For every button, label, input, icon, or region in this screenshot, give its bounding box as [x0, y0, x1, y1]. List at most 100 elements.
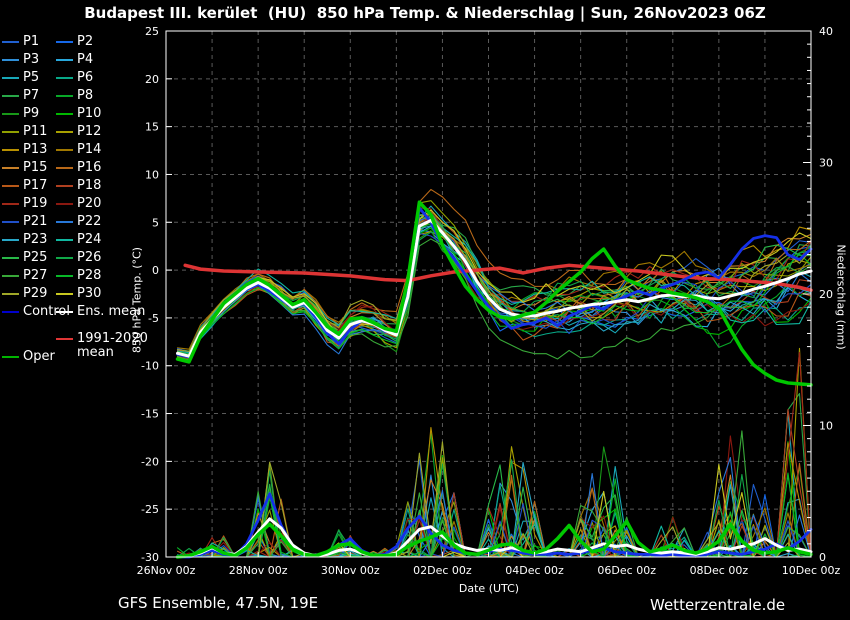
x-tick-label: 10Dec 00z [782, 564, 841, 577]
x-tick-label: 26Nov 00z [137, 564, 196, 577]
x-tick-label: 04Dec 00z [505, 564, 564, 577]
legend-swatch-p14 [56, 149, 73, 151]
legend-label-p3: P3 [23, 52, 40, 67]
legend-label-p28: P28 [77, 268, 102, 283]
legend-label-p22: P22 [77, 214, 102, 229]
legend-label-p18: P18 [77, 178, 102, 193]
legend-swatch-p22 [56, 221, 73, 223]
page-title: Budapest III. kerület (HU) 850 hPa Temp.… [84, 4, 766, 22]
legend-item-p11: P11 [2, 125, 47, 139]
legend-label-p5: P5 [23, 70, 40, 85]
legend-label-p14: P14 [77, 142, 102, 157]
legend-swatch-p2 [56, 41, 73, 43]
site-credit: Wetterzentrale.de [650, 596, 786, 614]
legend-item-p2: P2 [56, 35, 93, 49]
right-tick-label: 20 [819, 288, 833, 301]
highlight-lines [175, 200, 813, 559]
legend-swatch-p25 [2, 257, 19, 259]
legend-item-p9: P9 [2, 107, 39, 121]
legend-label-p2: P2 [77, 34, 94, 49]
oper-temp-line [175, 200, 813, 387]
left-tick-label: 5 [152, 216, 159, 229]
left-tick-label: 0 [152, 264, 159, 277]
legend-swatch-p21 [2, 221, 19, 223]
legend-label-p4: P4 [77, 52, 94, 67]
right-tick-label: 10 [819, 420, 833, 433]
legend-item-p12: P12 [56, 125, 101, 139]
legend-item-p1: P1 [2, 35, 39, 49]
member-temp-28 [176, 223, 812, 363]
legend-item-p10: P10 [56, 107, 101, 121]
legend-label-p23: P23 [23, 232, 48, 247]
legend-item-p16: P16 [56, 161, 101, 175]
legend-swatch-p12 [56, 131, 73, 133]
climate-mean-temp-line [183, 263, 813, 292]
legend-item-p7: P7 [2, 89, 39, 103]
legend-swatch-oper [2, 356, 19, 358]
legend-item-p4: P4 [56, 53, 93, 67]
legend-item-p26: P26 [56, 251, 101, 265]
legend-label-ens-mean: Ens. mean [77, 304, 146, 319]
left-tick-label: -20 [141, 455, 159, 468]
member-temp-15 [176, 216, 812, 354]
legend-label-p8: P8 [77, 88, 94, 103]
legend-label-p13: P13 [23, 142, 48, 157]
x-tick-label: 08Dec 00z [690, 564, 749, 577]
legend-label-p7: P7 [23, 88, 40, 103]
legend-item-p20: P20 [56, 197, 101, 211]
legend-label-p27: P27 [23, 268, 48, 283]
legend-swatch-p8 [56, 95, 73, 97]
legend-label-p20: P20 [77, 196, 102, 211]
right-tick-label: 40 [819, 25, 833, 38]
legend-item-ens-mean: Ens. mean [56, 305, 145, 319]
left-tick-label: 20 [145, 73, 159, 86]
legend-label-control: Control [23, 304, 70, 319]
legend-swatch-p30 [56, 293, 73, 295]
legend-label-p11: P11 [23, 124, 48, 139]
legend-swatch-ens-mean [56, 311, 73, 313]
legend-item-p18: P18 [56, 179, 101, 193]
legend-swatch-p27 [2, 275, 19, 277]
legend-swatch-p4 [56, 59, 73, 61]
control-temp-line [176, 206, 813, 359]
left-tick-label: 10 [145, 168, 159, 181]
legend-label-climate-mean: 1991-2020 mean [77, 331, 148, 360]
member-temp-27 [176, 238, 812, 361]
legend-item-p19: P19 [2, 197, 47, 211]
left-tick-label: -30 [141, 551, 159, 564]
legend-item-p24: P24 [56, 233, 101, 247]
legend-swatch-p13 [2, 149, 19, 151]
legend-swatch-p18 [56, 185, 73, 187]
legend-label-oper: Oper [23, 349, 55, 364]
legend-item-p3: P3 [2, 53, 39, 67]
x-tick-label: 30Nov 00z [321, 564, 380, 577]
axes: 25 20 15 10 5 0 -5 -10 -15 -20 -25 -30 0 10 20 30 40 26No… [137, 25, 841, 577]
left-axis-title: 850 hPa Temp. (°C) [130, 247, 144, 353]
ens-mean-precip-line [176, 517, 813, 559]
legend-item-p28: P28 [56, 269, 101, 283]
legend-item-p30: P30 [56, 287, 101, 301]
left-tick-label: -5 [148, 312, 159, 325]
legend-label-p25: P25 [23, 250, 48, 265]
member-temp-24 [176, 213, 812, 353]
legend-swatch-control [2, 311, 19, 313]
left-tick-label: 15 [145, 121, 159, 134]
legend-item-p6: P6 [56, 71, 93, 85]
legend-item-p17: P17 [2, 179, 47, 193]
legend-item-p29: P29 [2, 287, 47, 301]
left-tick-label: -10 [141, 360, 159, 373]
legend-swatch-p23 [2, 239, 19, 241]
member-precip-29 [176, 441, 812, 558]
legend-label-p26: P26 [77, 250, 102, 265]
legend-swatch-p20 [56, 203, 73, 205]
legend-swatch-p16 [56, 167, 73, 169]
left-tick-label: -25 [141, 503, 159, 516]
legend-item-p23: P23 [2, 233, 47, 247]
legend-label-p21: P21 [23, 214, 48, 229]
legend-label-p9: P9 [23, 106, 40, 121]
legend-label-p19: P19 [23, 196, 48, 211]
legend-label-p16: P16 [77, 160, 102, 175]
legend-item-p13: P13 [2, 143, 47, 157]
